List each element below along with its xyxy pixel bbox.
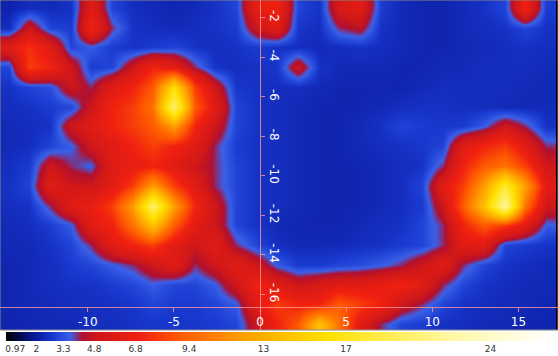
svg-text:9.4: 9.4 [182, 344, 197, 354]
svg-text:-5: -5 [168, 315, 180, 329]
svg-text:5: 5 [342, 315, 350, 329]
svg-text:-6: -6 [267, 89, 281, 101]
svg-text:2: 2 [34, 344, 40, 354]
svg-text:13: 13 [258, 344, 269, 354]
svg-text:10: 10 [425, 315, 440, 329]
svg-text:-12: -12 [267, 204, 281, 224]
svg-text:-16: -16 [267, 283, 281, 303]
svg-text:3.3: 3.3 [56, 344, 70, 354]
svg-text:4.8: 4.8 [87, 344, 102, 354]
svg-text:24: 24 [485, 344, 497, 354]
svg-text:-8: -8 [267, 129, 281, 141]
svg-text:17: 17 [340, 344, 351, 354]
svg-text:-10: -10 [78, 315, 98, 329]
svg-text:0: 0 [256, 315, 264, 329]
svg-text:0.97: 0.97 [5, 344, 25, 354]
svg-text:-14: -14 [267, 243, 281, 263]
svg-text:-2: -2 [267, 10, 281, 22]
svg-text:15: 15 [511, 315, 526, 329]
svg-text:-4: -4 [267, 50, 281, 62]
svg-text:6.8: 6.8 [128, 344, 143, 354]
svg-text:-10: -10 [267, 164, 281, 184]
